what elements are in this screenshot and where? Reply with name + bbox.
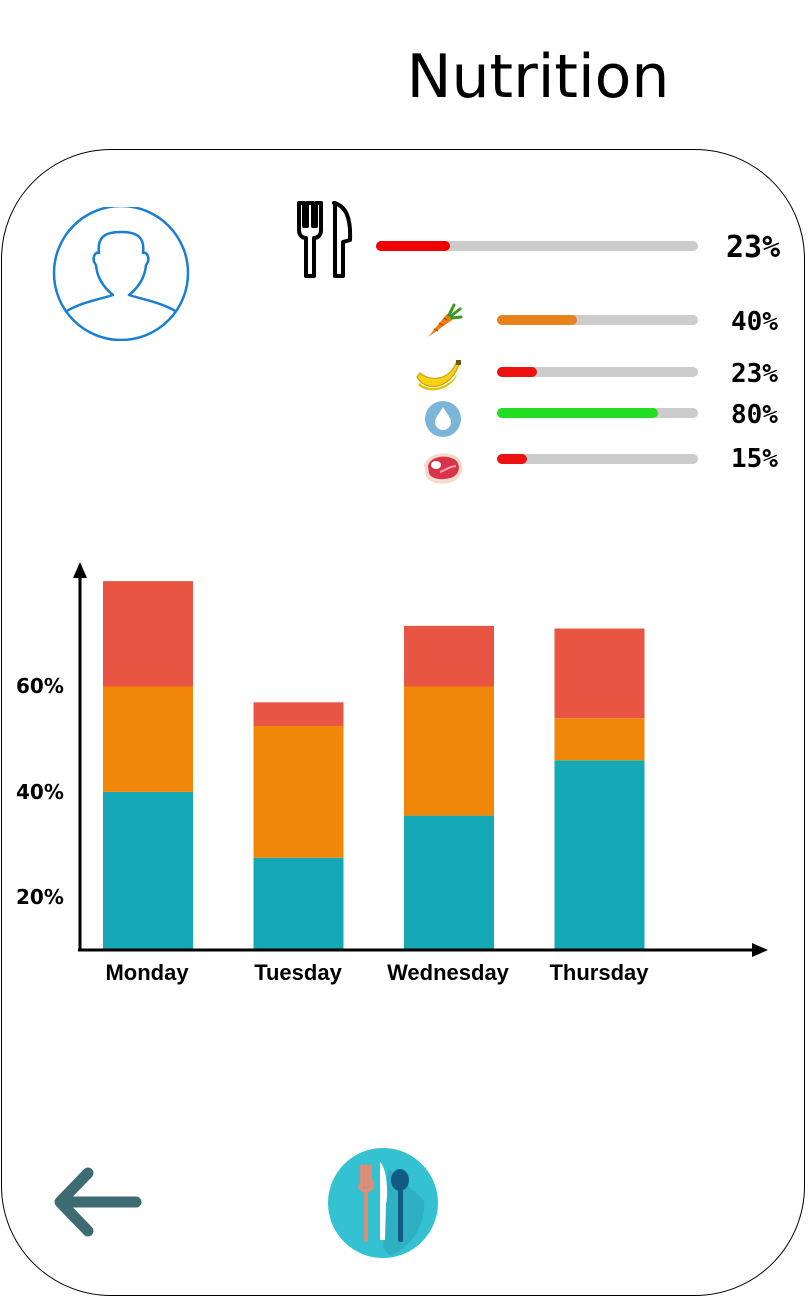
bar-tuesday-segment-3 (253, 702, 344, 727)
device-frame (1, 149, 805, 1296)
x-tick-label-wednesday: Wednesday (387, 960, 509, 985)
x-tick-label-tuesday: Tuesday (254, 960, 342, 985)
bar-tuesday-segment-1 (253, 857, 344, 950)
bar-thursday-segment-3 (554, 628, 645, 719)
banana-icon (416, 360, 461, 391)
water-drop-icon (425, 401, 461, 437)
nutrient-bar-protein (497, 454, 698, 464)
bar-thursday-segment-1 (554, 760, 645, 950)
y-tick-label: 40% (16, 780, 64, 804)
calorie-progress-bar (376, 241, 698, 251)
bar-thursday-segment-2 (554, 718, 645, 761)
nutrient-bar-fill (497, 315, 578, 325)
bar-wednesday-segment-3 (404, 625, 494, 687)
avatar[interactable] (51, 207, 191, 341)
chart-bars (103, 581, 645, 950)
x-tick-label-thursday: Thursday (549, 960, 649, 985)
nutrient-percent-water: 80% (731, 400, 778, 430)
bar-monday-segment-2 (103, 686, 193, 792)
nutrient-bar-fill (497, 454, 528, 464)
carrot-icon (428, 303, 463, 337)
x-tick-label-monday: Monday (105, 960, 189, 985)
bar-monday-segment-3 (103, 581, 193, 687)
back-arrow-icon[interactable] (50, 1165, 145, 1240)
nutrient-bar-water (497, 408, 698, 418)
cutlery-icon[interactable] (328, 1148, 438, 1258)
fork-knife-icon (297, 201, 353, 278)
y-tick-label: 60% (16, 674, 64, 698)
avatar-circle (52, 207, 190, 341)
page-title: Nutrition (406, 42, 670, 112)
calorie-progress-fill (376, 241, 451, 251)
bar-wednesday-segment-1 (404, 815, 494, 950)
nutrient-bar-fill (497, 408, 658, 418)
nutrient-percent-vegetables: 40% (731, 307, 778, 337)
nutrient-bar-fill (497, 367, 538, 377)
nutrient-bar-fruits (497, 367, 698, 377)
y-tick-label: 20% (16, 885, 64, 909)
bar-wednesday-segment-2 (404, 686, 494, 816)
nutrient-bar-vegetables (497, 315, 698, 325)
meat-icon (424, 453, 463, 484)
user-silhouette-icon (64, 230, 178, 314)
bar-monday-segment-1 (103, 791, 193, 950)
nutrient-percent-fruits: 23% (731, 359, 778, 389)
x-axis-arrow (752, 943, 768, 957)
bar-tuesday-segment-2 (253, 726, 344, 858)
y-axis-arrow (73, 562, 87, 578)
nutrient-percent-protein: 15% (731, 444, 778, 474)
weekly-nutrition-chart (73, 562, 768, 957)
calorie-percent: 23% (726, 230, 781, 265)
